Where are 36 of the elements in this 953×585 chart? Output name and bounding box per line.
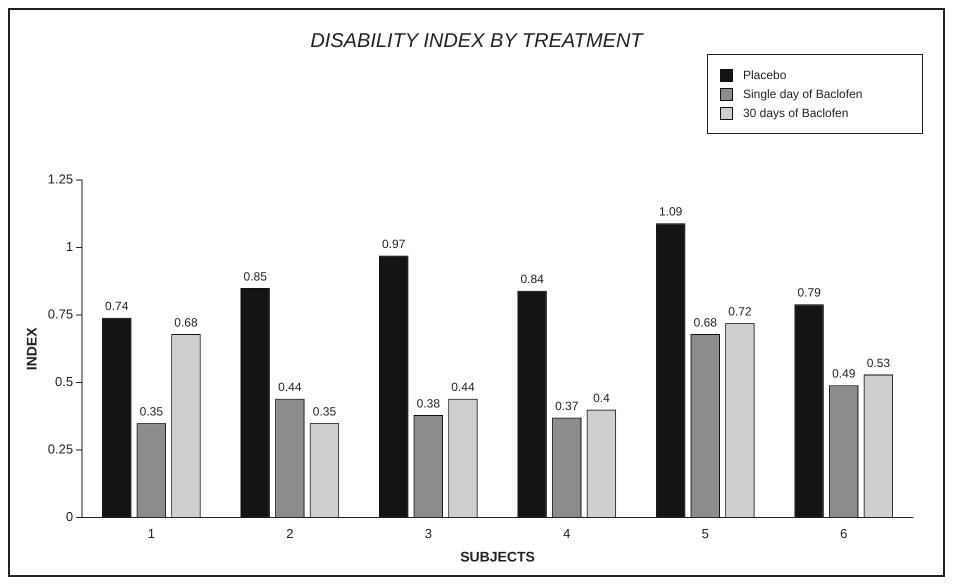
y-tick-label: 1	[66, 239, 74, 254]
y-tick-label: 0.75	[48, 306, 74, 322]
y-tick-label: 0	[66, 509, 74, 524]
data-label: 0.84	[520, 272, 544, 286]
data-label: 0.44	[278, 380, 302, 394]
x-tick-label: 3	[424, 526, 432, 541]
x-tick-label: 5	[702, 526, 709, 541]
data-label: 0.35	[140, 404, 164, 418]
data-label: 0.53	[866, 356, 890, 370]
data-label: 0.74	[105, 299, 129, 314]
data-label: 0.79	[797, 286, 822, 300]
data-label: 0.72	[728, 304, 752, 318]
x-tick-label: 1	[148, 526, 155, 541]
x-axis-title: SUBJECTS	[460, 548, 535, 564]
y-tick-label: 0.5	[55, 374, 74, 390]
x-tick-label: 4	[563, 526, 570, 541]
data-label: 0.85	[244, 269, 268, 284]
y-tick-label: 0.25	[48, 442, 74, 457]
data-label: 0.37	[555, 398, 579, 413]
legend-label: 30 days of Baclofen	[743, 106, 848, 120]
data-label: 0.68	[694, 315, 718, 330]
data-label: 0.35	[312, 404, 336, 418]
data-label: 0.38	[416, 396, 440, 410]
data-label: 0.44	[451, 380, 475, 394]
y-axis-title: INDEX	[23, 326, 40, 370]
data-label: 0.68	[174, 315, 198, 330]
legend-label: Placebo	[743, 68, 786, 82]
data-label: 1.09	[658, 204, 683, 219]
legend-label: Single day of Baclofen	[743, 87, 862, 101]
data-label: 0.97	[382, 236, 406, 251]
x-tick-label: 2	[286, 526, 294, 541]
data-label: 0.49	[832, 366, 856, 381]
x-tick-label: 6	[840, 526, 848, 541]
y-tick-label: 1.25	[48, 172, 74, 187]
data-label: 0.4	[593, 390, 610, 405]
chart-title: DISABILITY INDEX BY TREATMENT	[309, 30, 645, 53]
